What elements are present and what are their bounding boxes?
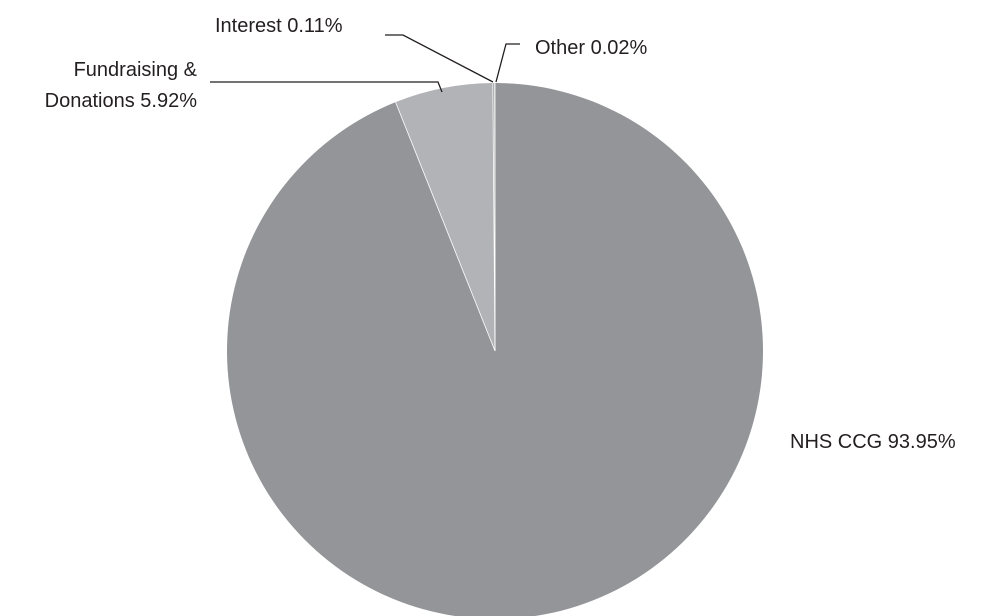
leader-line-interest [385, 34, 494, 83]
label-fundraising-line-2: Donations 5.92% [45, 90, 198, 112]
slice-divider-1 [395, 101, 496, 352]
leader-line-other [495, 43, 520, 83]
leader-line-fundraising [210, 81, 443, 93]
slice-dividers [395, 82, 496, 352]
label-nhs-ccg: NHS CCG 93.95% [790, 431, 956, 453]
label-other: Other 0.02% [535, 37, 648, 59]
slice-labels: NHS CCG 93.95% Fundraising & Donations 5… [45, 15, 956, 453]
leader-lines [210, 34, 520, 93]
label-fundraising-line-1: Fundraising & [74, 59, 198, 81]
pie-slice-fundraising-donations [395, 83, 495, 351]
label-interest: Interest 0.11% [215, 15, 343, 37]
